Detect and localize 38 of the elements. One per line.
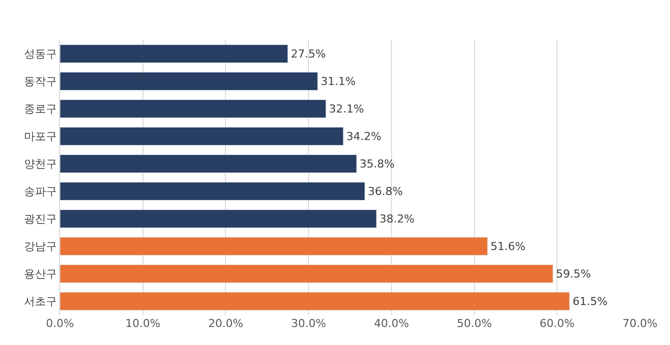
y-tick-label: 송파구 xyxy=(24,185,57,198)
bar xyxy=(60,236,488,256)
bar xyxy=(60,44,288,64)
y-tick-label: 마포구 xyxy=(24,130,57,144)
x-tick-label: 0.0% xyxy=(46,317,74,330)
x-tick-label: 50.0% xyxy=(456,317,492,330)
y-tick-label: 서초구 xyxy=(24,295,57,308)
x-tick-label: 60.0% xyxy=(540,317,575,330)
y-tick-label: 성동구 xyxy=(24,48,57,61)
y-tick-label: 용산구 xyxy=(24,268,57,281)
data-label: 51.6% xyxy=(490,240,526,253)
y-tick-label: 동작구 xyxy=(24,75,57,88)
bar xyxy=(60,292,570,311)
y-tick-label: 종로구 xyxy=(24,102,57,116)
bar xyxy=(60,209,377,228)
data-label: 36.8% xyxy=(368,184,403,198)
data-label: 59.5% xyxy=(556,267,591,280)
data-label: 27.5% xyxy=(290,47,326,60)
data-label: 61.5% xyxy=(572,294,608,308)
x-tick-label: 30.0% xyxy=(291,317,326,330)
data-label: 34.2% xyxy=(346,130,382,143)
data-label: 31.1% xyxy=(320,74,356,88)
bar xyxy=(60,182,366,201)
x-tick-label: 40.0% xyxy=(374,317,409,330)
data-label: 38.2% xyxy=(380,212,414,226)
y-tick-label: 광진구 xyxy=(24,212,57,226)
y-tick-label: 양천구 xyxy=(24,158,57,171)
y-tick-label: 강남구 xyxy=(24,240,57,254)
bar xyxy=(60,72,318,91)
data-label: 32.1% xyxy=(328,102,364,116)
x-tick-label: 10.0% xyxy=(125,317,160,330)
bar xyxy=(60,126,344,146)
x-tick-label: 20.0% xyxy=(208,317,244,330)
bar xyxy=(60,154,357,174)
data-label: 35.8% xyxy=(360,157,395,170)
x-tick-label: 70.0% xyxy=(622,317,658,330)
bar xyxy=(60,99,326,118)
bar xyxy=(60,264,554,284)
